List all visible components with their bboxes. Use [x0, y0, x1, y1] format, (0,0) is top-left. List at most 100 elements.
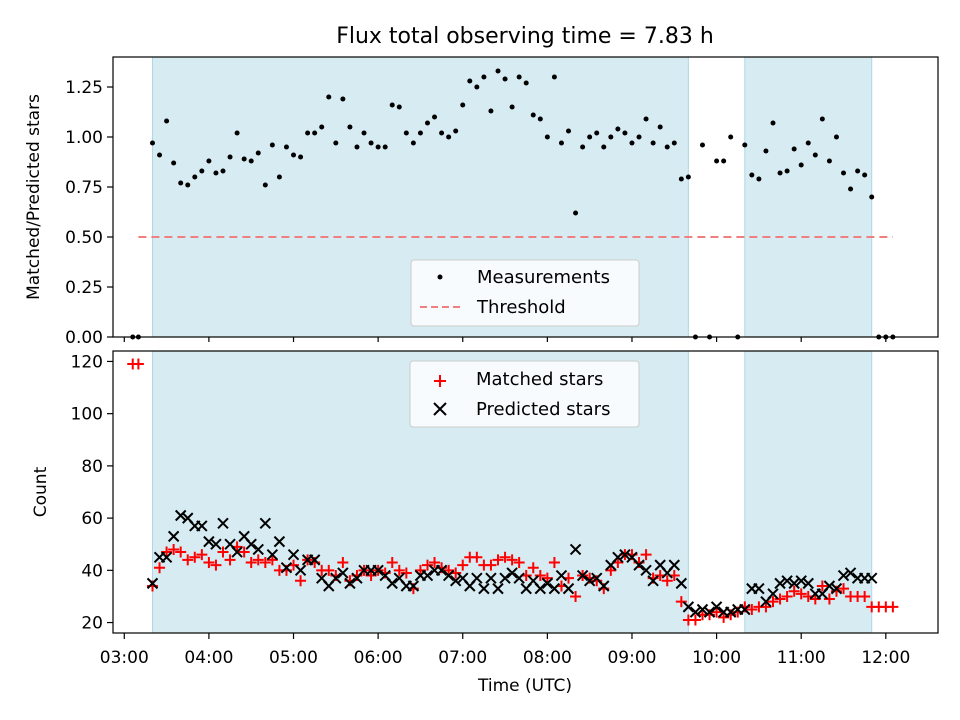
chart-title: Flux total observing time = 7.83 h [336, 24, 714, 49]
measurement-point [305, 130, 311, 136]
matched-star-point [499, 551, 511, 563]
measurement-point [833, 134, 839, 140]
predicted-star-point [280, 562, 293, 574]
predicted-star-point [259, 517, 272, 530]
predicted-star-point [478, 582, 490, 595]
predicted-star-point [506, 567, 518, 579]
measurement-point [340, 96, 346, 102]
matched-star-point [781, 590, 793, 602]
matched-star-point [203, 557, 215, 568]
measurement-point [573, 210, 579, 216]
measurement-point [714, 158, 720, 164]
measurement-point [269, 142, 275, 148]
matched-star-point [224, 554, 236, 566]
predicted-star-point [837, 569, 850, 582]
measurement-point [756, 176, 762, 182]
predicted-star-point [753, 582, 765, 595]
matched-star-point [210, 559, 222, 571]
predicted-star-point [386, 577, 398, 590]
y-tick-label: 20 [81, 614, 103, 634]
predicted-star-point [633, 559, 645, 571]
measurement-point [396, 104, 402, 110]
x-tick-label: 10:00 [692, 648, 741, 668]
predicted-star-point [830, 582, 843, 595]
measurement-point [164, 118, 170, 124]
x-tick-label: 07:00 [438, 648, 487, 668]
matched-star-point [689, 614, 701, 626]
measurement-point [587, 134, 593, 140]
measurement-point [657, 124, 663, 130]
measurement-point [298, 154, 304, 160]
measurement-point [770, 120, 776, 126]
measurement-point [763, 148, 769, 154]
measurement-point [509, 104, 515, 110]
predicted-star-point [788, 577, 800, 590]
x-axis-label: Time (UTC) [477, 676, 572, 696]
measurement-point [382, 144, 388, 150]
predicted-star-point [689, 606, 702, 618]
predicted-star-point [471, 572, 483, 584]
legend-label-predicted-stars: Predicted stars [476, 399, 610, 420]
measurement-point [608, 134, 614, 140]
matched-star-point [513, 557, 525, 568]
measurement-point [453, 128, 459, 134]
predicted-star-point [696, 603, 709, 616]
matched-star-point [132, 358, 144, 370]
measurement-point [558, 140, 564, 146]
measurement-point [601, 144, 607, 150]
y-tick-label: 120 [71, 352, 103, 372]
measurement-point [439, 130, 445, 136]
matched-star-point [788, 585, 800, 597]
predicted-star-point [675, 577, 688, 590]
x-tick-label: 11:00 [777, 648, 826, 668]
y-tick-label: 0.00 [65, 328, 103, 348]
matched-star-point [386, 557, 398, 568]
measurement-point [721, 158, 727, 164]
measurement-point [220, 168, 226, 174]
measurement-point [171, 160, 177, 166]
measurement-point [432, 114, 438, 120]
measurement-point [192, 174, 198, 180]
bottom-data-marks [127, 358, 899, 626]
y-tick-label: 80 [81, 457, 103, 477]
measurement-point [312, 130, 318, 136]
matched-star-point [661, 575, 673, 587]
matched-star-point [365, 570, 377, 582]
y-tick-label: 100 [71, 405, 103, 425]
matched-star-point [175, 546, 187, 558]
measurement-point [255, 150, 261, 156]
measurement-point [361, 130, 367, 136]
top-y-ticks: 0.00 0.25 0.50 0.75 1.00 1.25 [65, 78, 113, 348]
measurement-point [185, 182, 191, 188]
matched-star-point [838, 583, 850, 595]
predicted-star-point [196, 520, 208, 532]
matched-star-point [245, 557, 257, 568]
matched-star-point [823, 593, 835, 605]
measurement-point [291, 152, 297, 158]
top-legend-box [410, 259, 640, 327]
measurement-point [699, 142, 705, 148]
matched-star-point [640, 549, 652, 561]
measurement-point [826, 158, 832, 164]
measurement-point [516, 74, 522, 80]
matched-star-point [506, 554, 518, 566]
measurement-point [474, 84, 480, 90]
measurement-point [206, 158, 212, 164]
y-tick-label: 60 [81, 509, 103, 529]
measurement-point [678, 176, 684, 182]
measurement-point [446, 134, 452, 140]
measurement-point [671, 140, 677, 146]
measurement-point [862, 172, 868, 178]
measurement-point [417, 130, 423, 136]
measurement-point [227, 154, 233, 160]
measurement-point [403, 130, 409, 136]
top-data-marks [130, 68, 896, 340]
measurement-point [234, 130, 240, 136]
predicted-star-point [407, 580, 420, 592]
predicted-star-point [576, 569, 589, 582]
predicted-star-point [541, 577, 554, 590]
matched-star-point [471, 551, 483, 563]
legend-marker-measurements [437, 274, 443, 280]
matched-star-point [323, 564, 335, 576]
predicted-star-point [534, 582, 547, 595]
